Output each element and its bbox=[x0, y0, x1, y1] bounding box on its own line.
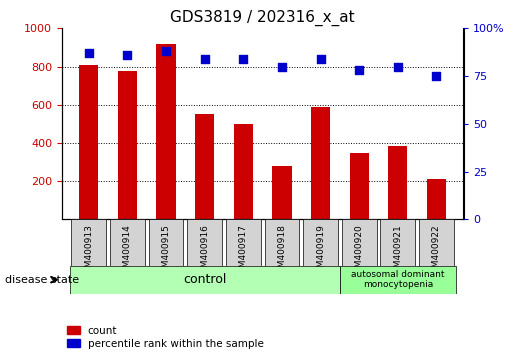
Bar bbox=[272, 166, 291, 219]
Text: GSM400913: GSM400913 bbox=[84, 224, 93, 279]
FancyBboxPatch shape bbox=[340, 266, 456, 294]
Bar bbox=[234, 124, 253, 219]
Bar bbox=[311, 107, 330, 219]
FancyBboxPatch shape bbox=[419, 219, 454, 266]
Point bbox=[123, 52, 131, 58]
Text: GSM400915: GSM400915 bbox=[162, 224, 170, 279]
FancyBboxPatch shape bbox=[381, 219, 415, 266]
FancyBboxPatch shape bbox=[265, 219, 299, 266]
Point bbox=[432, 73, 440, 79]
Bar bbox=[79, 65, 98, 219]
Point bbox=[200, 56, 209, 62]
Text: GSM400921: GSM400921 bbox=[393, 224, 402, 279]
Bar bbox=[350, 153, 369, 219]
Bar bbox=[157, 44, 176, 219]
FancyBboxPatch shape bbox=[110, 219, 145, 266]
Point bbox=[278, 64, 286, 69]
Point bbox=[393, 64, 402, 69]
Legend: count, percentile rank within the sample: count, percentile rank within the sample bbox=[67, 326, 264, 349]
Point bbox=[316, 56, 324, 62]
Text: GSM400920: GSM400920 bbox=[355, 224, 364, 279]
Text: control: control bbox=[183, 273, 227, 286]
FancyBboxPatch shape bbox=[226, 219, 261, 266]
Point bbox=[355, 68, 363, 73]
Point bbox=[239, 56, 247, 62]
Text: GSM400919: GSM400919 bbox=[316, 224, 325, 279]
Text: autosomal dominant
monocytopenia: autosomal dominant monocytopenia bbox=[351, 270, 444, 289]
FancyBboxPatch shape bbox=[70, 266, 340, 294]
Text: GSM400916: GSM400916 bbox=[200, 224, 209, 279]
Text: GSM400917: GSM400917 bbox=[239, 224, 248, 279]
Bar bbox=[195, 114, 214, 219]
Bar bbox=[118, 72, 137, 219]
Text: GSM400918: GSM400918 bbox=[278, 224, 286, 279]
FancyBboxPatch shape bbox=[72, 219, 106, 266]
Bar bbox=[388, 146, 407, 219]
FancyBboxPatch shape bbox=[303, 219, 338, 266]
Bar bbox=[427, 179, 446, 219]
Text: GSM400922: GSM400922 bbox=[432, 224, 441, 279]
Point bbox=[84, 50, 93, 56]
Point bbox=[162, 48, 170, 54]
FancyBboxPatch shape bbox=[149, 219, 183, 266]
FancyBboxPatch shape bbox=[187, 219, 222, 266]
Title: GDS3819 / 202316_x_at: GDS3819 / 202316_x_at bbox=[170, 9, 355, 25]
Text: disease state: disease state bbox=[5, 275, 79, 285]
FancyBboxPatch shape bbox=[342, 219, 376, 266]
Text: GSM400914: GSM400914 bbox=[123, 224, 132, 279]
